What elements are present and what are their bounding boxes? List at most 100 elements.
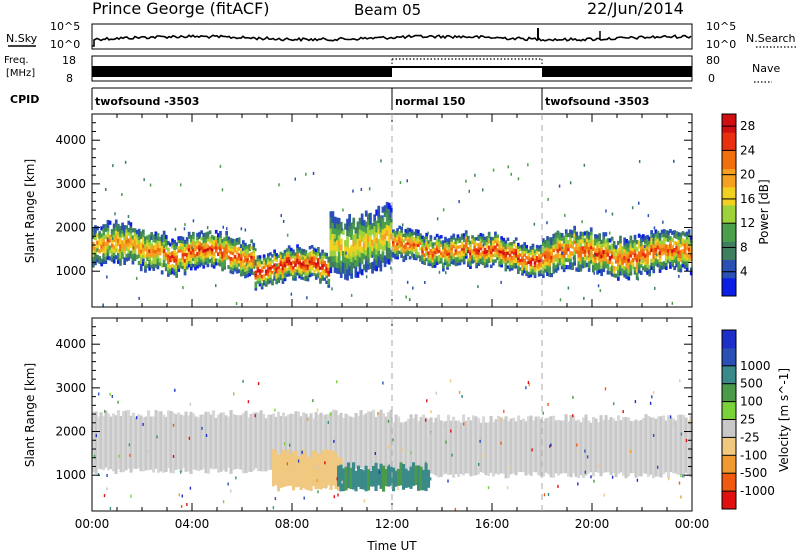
power-cell	[581, 239, 585, 244]
power-cell	[352, 251, 356, 258]
power-cell	[452, 236, 456, 240]
power-cell	[573, 247, 576, 252]
power-cell	[137, 250, 141, 255]
power-cell	[219, 237, 222, 242]
power-cell	[281, 277, 285, 282]
power-cell	[583, 252, 587, 257]
power-cell	[562, 257, 566, 262]
power-cell	[417, 238, 420, 242]
power-cell	[414, 229, 418, 233]
velocity-speckle	[652, 391, 655, 395]
power-cell	[335, 256, 339, 263]
power-speckle	[597, 284, 600, 288]
power-cell	[554, 243, 558, 248]
power-cell	[654, 233, 658, 238]
power-cell	[644, 235, 647, 240]
power-cell	[677, 242, 681, 248]
power-cell	[523, 267, 526, 271]
velocity-speckle	[478, 462, 480, 466]
power-cell	[339, 271, 343, 278]
power-cell	[148, 263, 151, 268]
power-cell	[610, 265, 614, 270]
power-cell	[448, 251, 451, 256]
power-cell	[275, 255, 278, 260]
cpid-segment-label: normal 150	[395, 95, 466, 108]
power-cell	[687, 232, 691, 237]
power-speckle	[559, 298, 562, 302]
power-cell	[327, 256, 331, 260]
velocity-cell	[179, 414, 183, 472]
power-cell	[189, 250, 193, 255]
velocity-cell	[634, 419, 638, 478]
power-cell	[652, 244, 656, 249]
power-cell	[283, 249, 287, 254]
power-cell	[127, 249, 131, 254]
power-cell	[208, 252, 212, 257]
power-cell	[392, 245, 395, 250]
velocity-speckle	[450, 429, 452, 433]
power-cell	[337, 256, 341, 263]
power-cell	[173, 239, 176, 244]
power-cell	[475, 248, 478, 252]
power-cell	[689, 235, 693, 240]
power-cell	[381, 256, 385, 263]
power-cell	[375, 209, 378, 216]
power-cell	[356, 227, 360, 234]
velocity-speckle	[549, 444, 551, 448]
velocity-cell	[372, 409, 376, 471]
power-cell	[102, 227, 106, 232]
power-cell	[527, 260, 531, 265]
power-cell	[623, 255, 626, 260]
velocity-speckle	[135, 416, 138, 420]
velocity-cell	[244, 410, 248, 474]
power-cell	[358, 262, 362, 269]
power-cell	[96, 258, 99, 263]
power-speckle	[306, 296, 308, 300]
power-cell	[623, 244, 626, 249]
power-cell	[131, 228, 135, 233]
power-speckle	[253, 266, 255, 269]
power-cell	[687, 257, 691, 263]
power-cell	[533, 271, 537, 276]
power-cell	[602, 267, 606, 273]
power-cell	[535, 244, 539, 249]
power-cell	[625, 253, 628, 258]
power-cell	[323, 271, 326, 276]
power-cell	[354, 255, 358, 262]
power-cell	[450, 252, 453, 256]
power-cell	[396, 236, 399, 240]
power-cell	[329, 211, 333, 218]
power-colorbar-tick-label: 8	[740, 240, 748, 254]
power-cell	[456, 262, 460, 266]
power-cell	[673, 258, 676, 263]
velocity-speckle	[426, 399, 428, 403]
power-cell	[200, 243, 203, 247]
velocity-speckle	[128, 443, 131, 447]
power-cell	[381, 228, 385, 236]
power-colorbar-tick-label: 28	[740, 119, 755, 133]
velocity-cell	[639, 420, 643, 477]
power-cell	[660, 240, 664, 245]
power-cell	[623, 266, 626, 271]
velocity-cell	[542, 420, 546, 477]
power-cell	[606, 245, 610, 250]
power-cell	[369, 218, 372, 225]
power-cell	[100, 262, 103, 267]
power-cell	[569, 254, 572, 259]
velocity-speckle	[181, 494, 183, 498]
velocity-cell	[342, 418, 346, 470]
power-cell	[354, 260, 358, 267]
power-cell	[364, 266, 368, 273]
power-cell	[681, 252, 685, 257]
power-cell	[596, 270, 599, 275]
power-cell	[135, 237, 139, 242]
power-cell	[104, 241, 108, 247]
power-cell	[671, 238, 674, 243]
power-cell	[458, 239, 462, 243]
power-cell	[396, 239, 399, 243]
power-cell	[410, 254, 414, 258]
power-cell	[283, 263, 287, 268]
power-cell	[581, 260, 585, 265]
power-cell	[525, 267, 528, 271]
power-cell	[652, 258, 656, 263]
